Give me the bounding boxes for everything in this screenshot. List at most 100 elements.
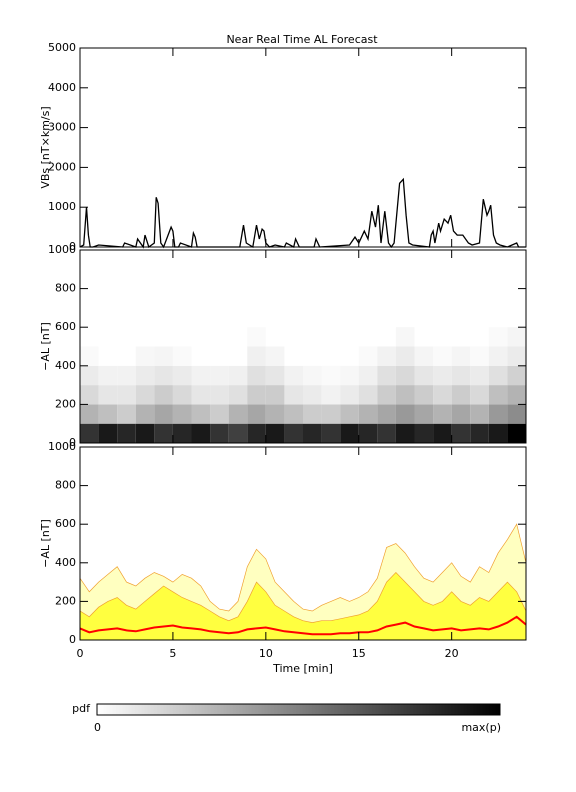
y-axis-label: −AL [nT] (39, 519, 52, 568)
colorbar-max: max(p) (461, 721, 501, 734)
heat-cell (80, 327, 99, 347)
heat-cell (470, 404, 489, 424)
heat-cell (117, 404, 136, 424)
heat-cell (98, 385, 118, 405)
heat-cell (451, 327, 471, 347)
heat-cell (488, 404, 508, 424)
y-tick-label: 600 (55, 320, 76, 333)
heat-cell (488, 346, 508, 366)
heat-cell (210, 346, 229, 366)
heat-cell (172, 404, 192, 424)
heat-cell (340, 423, 359, 443)
heat-cell (210, 404, 229, 424)
heat-cell (470, 423, 489, 443)
x-tick-label: 0 (77, 647, 84, 660)
heat-cell (247, 365, 266, 386)
heat-cell (228, 385, 248, 405)
heat-cell (377, 346, 396, 366)
heat-cell (433, 327, 452, 347)
heat-cell (507, 423, 526, 443)
heat-cell (80, 385, 99, 405)
heat-cell (395, 365, 415, 386)
heat-cell (191, 327, 211, 347)
heat-cell (433, 365, 452, 386)
heat-cell (117, 385, 136, 405)
heat-cell (470, 385, 489, 405)
heat-cell (98, 346, 118, 366)
heat-cell (303, 346, 322, 366)
plot-frame (79, 47, 527, 248)
heat-cell (507, 346, 526, 366)
heat-cell (488, 385, 508, 405)
heat-cell (488, 365, 508, 386)
heat-cell (321, 346, 341, 366)
heat-cell (451, 385, 471, 405)
heat-cell (135, 346, 155, 366)
heat-cell (358, 327, 378, 347)
heat-cell (117, 423, 136, 443)
heat-cell (433, 385, 452, 405)
heat-cell (154, 404, 173, 424)
heat-cell (377, 423, 396, 443)
heat-cell (154, 327, 173, 347)
heat-cell (191, 346, 211, 366)
heat-cell (340, 327, 359, 347)
y-tick-label: 200 (55, 397, 76, 410)
heat-cell (228, 423, 248, 443)
heat-cell (172, 346, 192, 366)
heat-cell (265, 404, 285, 424)
heat-cell (321, 327, 341, 347)
heat-cell (154, 423, 173, 443)
heat-cell (154, 346, 173, 366)
heat-cell (154, 385, 173, 405)
heat-cell (321, 385, 341, 405)
heat-cell (228, 365, 248, 386)
heat-cell (303, 385, 322, 405)
heat-cell (321, 365, 341, 386)
heat-cell (395, 346, 415, 366)
heat-cell (80, 346, 99, 366)
y-axis-label: VBs [nT×km/s] (39, 106, 52, 188)
y-tick-label: 800 (55, 479, 76, 492)
heat-cell (340, 346, 359, 366)
heat-cell (247, 423, 266, 443)
heat-cell (172, 385, 192, 405)
y-tick-label: 800 (55, 282, 76, 295)
y-tick-label: 200 (55, 594, 76, 607)
heat-cell (470, 346, 489, 366)
heat-cell (451, 404, 471, 424)
heat-cell (358, 423, 378, 443)
y-tick-label: 3000 (48, 121, 76, 134)
heat-cell (414, 327, 434, 347)
heat-cell (191, 365, 211, 386)
heat-cell (135, 365, 155, 386)
heat-cell (228, 404, 248, 424)
heat-cell (395, 327, 415, 347)
heat-cell (433, 346, 452, 366)
heat-cell (117, 365, 136, 386)
y-tick-label: 0 (69, 240, 76, 253)
heat-cell (340, 365, 359, 386)
heat-cell (321, 404, 341, 424)
heat-cell (210, 385, 229, 405)
heat-cell (358, 404, 378, 424)
heat-cell (321, 423, 341, 443)
heat-cell (247, 404, 266, 424)
heat-cell (135, 385, 155, 405)
y-tick-label: 4000 (48, 81, 76, 94)
heat-cell (377, 385, 396, 405)
heat-cell (80, 404, 99, 424)
y-tick-label: 1000 (48, 440, 76, 453)
x-tick-label: 10 (259, 647, 273, 660)
heat-cell (451, 346, 471, 366)
heat-cell (265, 327, 285, 347)
colorbar (96, 703, 501, 716)
heat-cell (451, 423, 471, 443)
heat-cell (358, 365, 378, 386)
x-axis-label: Time [min] (272, 662, 333, 675)
heat-cell (265, 423, 285, 443)
heat-cell (210, 423, 229, 443)
heat-cell (172, 423, 192, 443)
band-area (79, 571, 527, 641)
